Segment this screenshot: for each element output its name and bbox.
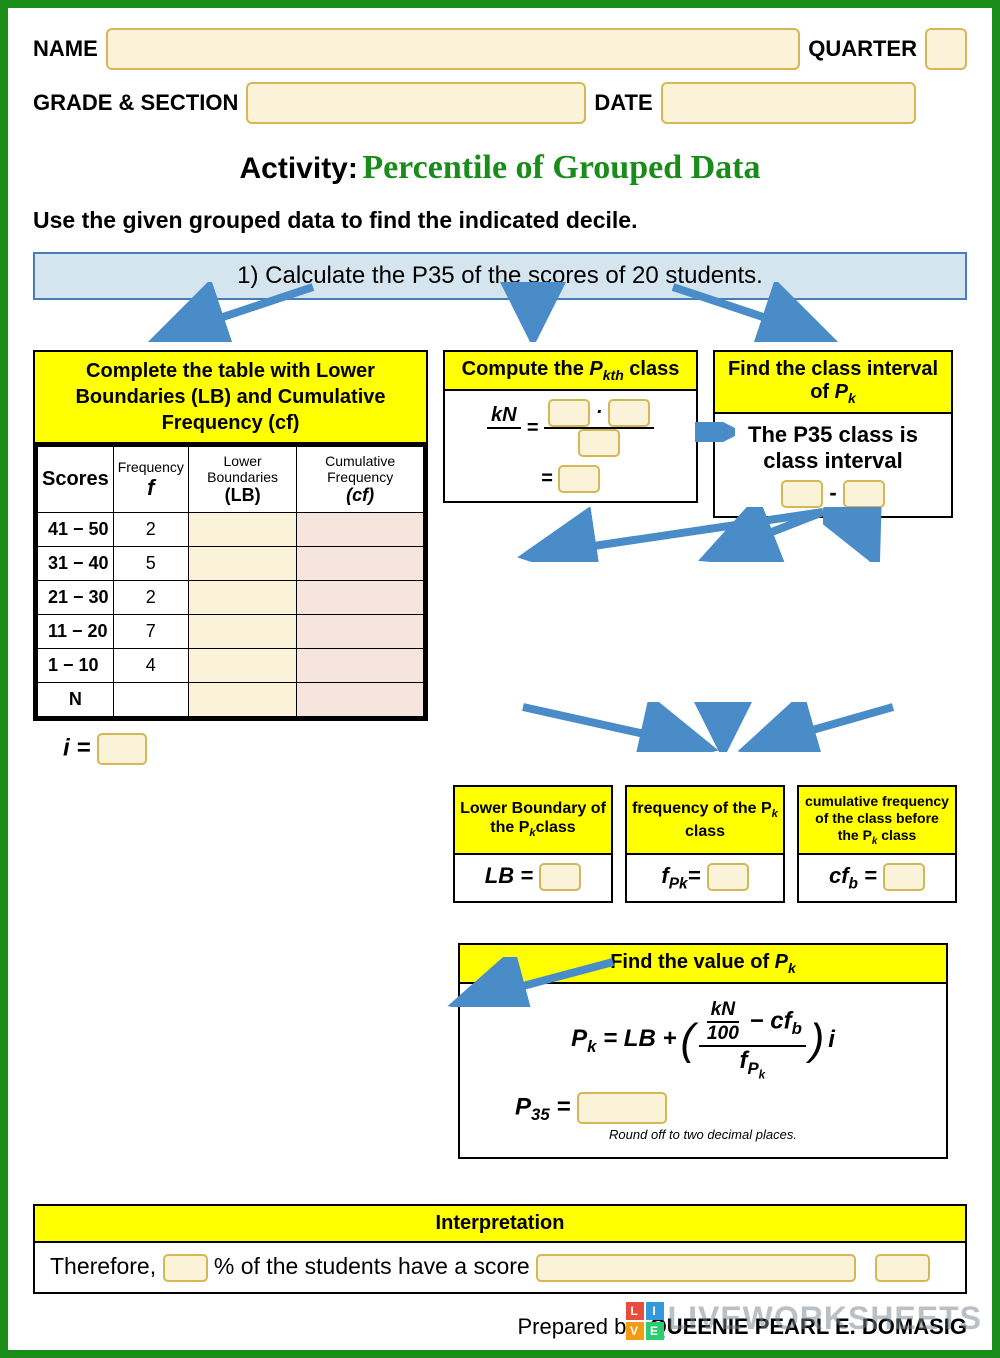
date-label: DATE <box>594 90 652 116</box>
lb-input[interactable] <box>539 863 581 891</box>
formula-box: Find the value of Pk Pk = LB + ( kN100 −… <box>458 943 948 1158</box>
cfb-header: cumulative frequency of the class before… <box>799 787 955 855</box>
interval-high-input[interactable] <box>843 480 885 508</box>
watermark-logo-icon: L I V E <box>626 1302 664 1340</box>
n-cell[interactable] <box>113 683 188 718</box>
formula-header: Find the value of Pk <box>460 945 946 984</box>
table-row: 41 − 502 <box>37 513 425 547</box>
name-label: NAME <box>33 36 98 62</box>
kn-num1-input[interactable] <box>548 399 590 427</box>
interp-val-input[interactable] <box>875 1254 930 1282</box>
p35-input[interactable] <box>577 1092 667 1124</box>
table-row: 11 − 207 <box>37 615 425 649</box>
lb-cell[interactable] <box>188 581 296 615</box>
lb-header: Lower Boundary of the Pkclass <box>455 787 611 855</box>
col-scores: Scores <box>37 446 114 513</box>
lb-cell[interactable] <box>188 547 296 581</box>
interp-pct-input[interactable] <box>163 1254 208 1282</box>
kn-num2-input[interactable] <box>608 399 650 427</box>
compute-box: Compute the Pkth class kN = · = <box>443 350 698 503</box>
cf-cell[interactable] <box>297 649 425 683</box>
name-input[interactable] <box>106 28 800 70</box>
question-box: 1) Calculate the P35 of the scores of 20… <box>33 252 967 300</box>
table-header: Complete the table with Lower Boundaries… <box>35 352 426 444</box>
cfb-box: cumulative frequency of the class before… <box>797 785 957 903</box>
fpk-input[interactable] <box>707 863 749 891</box>
grade-label: GRADE & SECTION <box>33 90 238 116</box>
quarter-label: QUARTER <box>808 36 917 62</box>
interp-text-input[interactable] <box>536 1254 856 1282</box>
lb-cell[interactable] <box>188 615 296 649</box>
lb-cell[interactable] <box>188 649 296 683</box>
table-row: 1 − 104 <box>37 649 425 683</box>
title-main: Percentile of Grouped Data <box>362 149 760 186</box>
interval-box: Find the class interval of Pk The P35 cl… <box>713 350 953 518</box>
cf-cell[interactable] <box>297 513 425 547</box>
date-input[interactable] <box>661 82 916 124</box>
cf-cell[interactable] <box>297 547 425 581</box>
watermark: L I V E LIVEWORKSHEETS <box>626 1300 982 1340</box>
fpk-box: frequency of the Pk class fPk= <box>625 785 785 903</box>
kn-result-input[interactable] <box>558 465 600 493</box>
title-prefix: Activity: <box>240 152 358 185</box>
grade-input[interactable] <box>246 82 586 124</box>
cf-cell[interactable] <box>297 581 425 615</box>
interval-header: Find the class interval of Pk <box>715 352 951 414</box>
i-input[interactable] <box>97 733 147 765</box>
instruction: Use the given grouped data to find the i… <box>33 207 967 234</box>
i-label: i = <box>63 734 90 761</box>
col-cf: Cumulative Frequency(cf) <box>297 446 425 513</box>
cfb-input[interactable] <box>883 863 925 891</box>
interp-header: Interpretation <box>35 1206 965 1243</box>
lb-cell[interactable] <box>188 513 296 547</box>
quarter-input[interactable] <box>925 28 967 70</box>
table-row: 31 − 405 <box>37 547 425 581</box>
kn-den-input[interactable] <box>578 429 620 457</box>
interp-box: Interpretation Therefore, % of the stude… <box>33 1204 967 1294</box>
cf-cell[interactable] <box>297 615 425 649</box>
table-row: 21 − 302 <box>37 581 425 615</box>
col-freq: Frequencyf <box>113 446 188 513</box>
formula-note: Round off to two decimal places. <box>485 1127 921 1142</box>
fpk-header: frequency of the Pk class <box>627 787 783 855</box>
col-lb: Lower Boundaries(LB) <box>188 446 296 513</box>
interval-low-input[interactable] <box>781 480 823 508</box>
table-box: Complete the table with Lower Boundaries… <box>33 350 428 721</box>
lb-box: Lower Boundary of the Pkclass LB = <box>453 785 613 903</box>
compute-header: Compute the Pkth class <box>445 352 696 391</box>
data-table: Scores Frequencyf Lower Boundaries(LB) C… <box>35 444 426 719</box>
